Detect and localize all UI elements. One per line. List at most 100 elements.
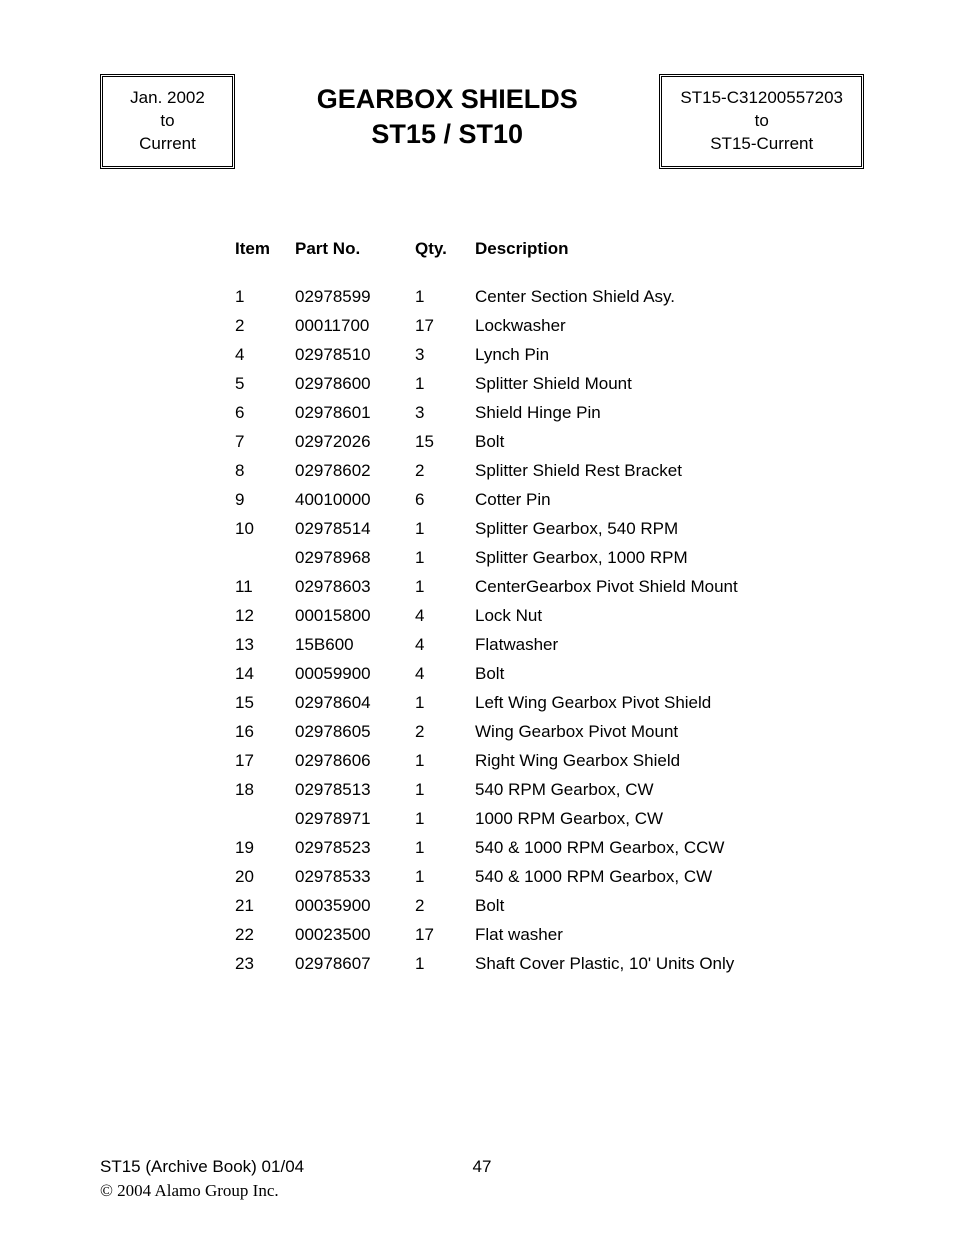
- cell-partno: 02978600: [295, 370, 415, 399]
- cell-item: 6: [235, 399, 295, 428]
- cell-partno: 02978605: [295, 718, 415, 747]
- table-row: 17029786061Right Wing Gearbox Shield: [235, 747, 835, 776]
- cell-description: Right Wing Gearbox Shield: [475, 747, 835, 776]
- cell-qty: 4: [415, 602, 475, 631]
- table-row: 4029785103Lynch Pin: [235, 341, 835, 370]
- cell-description: 540 RPM Gearbox, CW: [475, 776, 835, 805]
- table-row: 8029786022Splitter Shield Rest Bracket: [235, 457, 835, 486]
- cell-qty: 4: [415, 631, 475, 660]
- page-title: GEARBOX SHIELDS ST15 / ST10: [255, 74, 639, 152]
- cell-description: Bolt: [475, 660, 835, 689]
- cell-item: 19: [235, 834, 295, 863]
- cell-item: 21: [235, 892, 295, 921]
- cell-qty: 15: [415, 428, 475, 457]
- title-line1: GEARBOX SHIELDS: [255, 82, 639, 117]
- cell-item: 12: [235, 602, 295, 631]
- cell-item: 11: [235, 573, 295, 602]
- cell-qty: 6: [415, 486, 475, 515]
- cell-description: Splitter Shield Rest Bracket: [475, 457, 835, 486]
- cell-partno: 02972026: [295, 428, 415, 457]
- header-left-line3: Current: [121, 133, 214, 156]
- cell-description: Lock Nut: [475, 602, 835, 631]
- cell-qty: 17: [415, 921, 475, 950]
- cell-partno: 02978607: [295, 950, 415, 979]
- cell-partno: 02978971: [295, 805, 415, 834]
- cell-description: 540 & 1000 RPM Gearbox, CCW: [475, 834, 835, 863]
- table-row: 11029786031CenterGearbox Pivot Shield Mo…: [235, 573, 835, 602]
- cell-item: 8: [235, 457, 295, 486]
- cell-item: 18: [235, 776, 295, 805]
- cell-qty: 3: [415, 399, 475, 428]
- table-row: 19029785231540 & 1000 RPM Gearbox, CCW: [235, 834, 835, 863]
- cell-partno: 02978603: [295, 573, 415, 602]
- table-row: 029789681Splitter Gearbox, 1000 RPM: [235, 544, 835, 573]
- cell-partno: 40010000: [295, 486, 415, 515]
- table-row: 6029786013Shield Hinge Pin: [235, 399, 835, 428]
- cell-item: 7: [235, 428, 295, 457]
- cell-item: 5: [235, 370, 295, 399]
- page-header: Jan. 2002 to Current GEARBOX SHIELDS ST1…: [100, 74, 864, 169]
- cell-description: 540 & 1000 RPM Gearbox, CW: [475, 863, 835, 892]
- cell-item: [235, 544, 295, 573]
- cell-partno: 02978602: [295, 457, 415, 486]
- cell-partno: 02978523: [295, 834, 415, 863]
- cell-item: 17: [235, 747, 295, 776]
- cell-partno: 02978599: [295, 283, 415, 312]
- cell-description: Bolt: [475, 428, 835, 457]
- cell-partno: 00015800: [295, 602, 415, 631]
- header-left-line1: Jan. 2002: [121, 87, 214, 110]
- cell-qty: 1: [415, 747, 475, 776]
- header-right-box: ST15-C31200557203 to ST15-Current: [659, 74, 864, 169]
- col-header-item: Item: [235, 239, 295, 283]
- table-row: 20029785331540 & 1000 RPM Gearbox, CW: [235, 863, 835, 892]
- cell-qty: 1: [415, 834, 475, 863]
- cell-item: 9: [235, 486, 295, 515]
- cell-item: 14: [235, 660, 295, 689]
- cell-partno: 02978514: [295, 515, 415, 544]
- cell-description: Lynch Pin: [475, 341, 835, 370]
- cell-qty: 1: [415, 544, 475, 573]
- cell-qty: 1: [415, 863, 475, 892]
- table-row: 1315B6004Flatwasher: [235, 631, 835, 660]
- table-row: 15029786041Left Wing Gearbox Pivot Shiel…: [235, 689, 835, 718]
- table-row: 0297897111000 RPM Gearbox, CW: [235, 805, 835, 834]
- cell-qty: 3: [415, 341, 475, 370]
- title-line2: ST15 / ST10: [255, 117, 639, 152]
- col-header-description: Description: [475, 239, 835, 283]
- cell-partno: 00011700: [295, 312, 415, 341]
- cell-partno: 02978510: [295, 341, 415, 370]
- cell-qty: 1: [415, 370, 475, 399]
- col-header-qty: Qty.: [415, 239, 475, 283]
- cell-item: 10: [235, 515, 295, 544]
- cell-description: Center Section Shield Asy.: [475, 283, 835, 312]
- cell-qty: 1: [415, 805, 475, 834]
- cell-item: 20: [235, 863, 295, 892]
- cell-partno: 00035900: [295, 892, 415, 921]
- cell-description: Lockwasher: [475, 312, 835, 341]
- cell-description: Flat washer: [475, 921, 835, 950]
- table-row: 220002350017Flat washer: [235, 921, 835, 950]
- header-right-line3: ST15-Current: [680, 133, 843, 156]
- cell-description: Splitter Gearbox, 1000 RPM: [475, 544, 835, 573]
- col-header-partno: Part No.: [295, 239, 415, 283]
- table-row: 1029785991Center Section Shield Asy.: [235, 283, 835, 312]
- table-row: 5029786001Splitter Shield Mount: [235, 370, 835, 399]
- cell-description: Flatwasher: [475, 631, 835, 660]
- parts-table-wrap: Item Part No. Qty. Description 102978599…: [235, 239, 864, 979]
- table-header-row: Item Part No. Qty. Description: [235, 239, 835, 283]
- cell-qty: 1: [415, 776, 475, 805]
- cell-item: 2: [235, 312, 295, 341]
- table-row: 21000359002Bolt: [235, 892, 835, 921]
- cell-partno: 02978601: [295, 399, 415, 428]
- cell-qty: 2: [415, 892, 475, 921]
- cell-partno: 02978606: [295, 747, 415, 776]
- table-row: 10029785141Splitter Gearbox, 540 RPM: [235, 515, 835, 544]
- cell-description: Splitter Gearbox, 540 RPM: [475, 515, 835, 544]
- cell-qty: 2: [415, 457, 475, 486]
- cell-item: 13: [235, 631, 295, 660]
- table-row: 20001170017Lockwasher: [235, 312, 835, 341]
- parts-table: Item Part No. Qty. Description 102978599…: [235, 239, 835, 979]
- cell-item: 4: [235, 341, 295, 370]
- page-footer: 47 ST15 (Archive Book) 01/04 © 2004 Alam…: [100, 1157, 864, 1201]
- cell-qty: 1: [415, 283, 475, 312]
